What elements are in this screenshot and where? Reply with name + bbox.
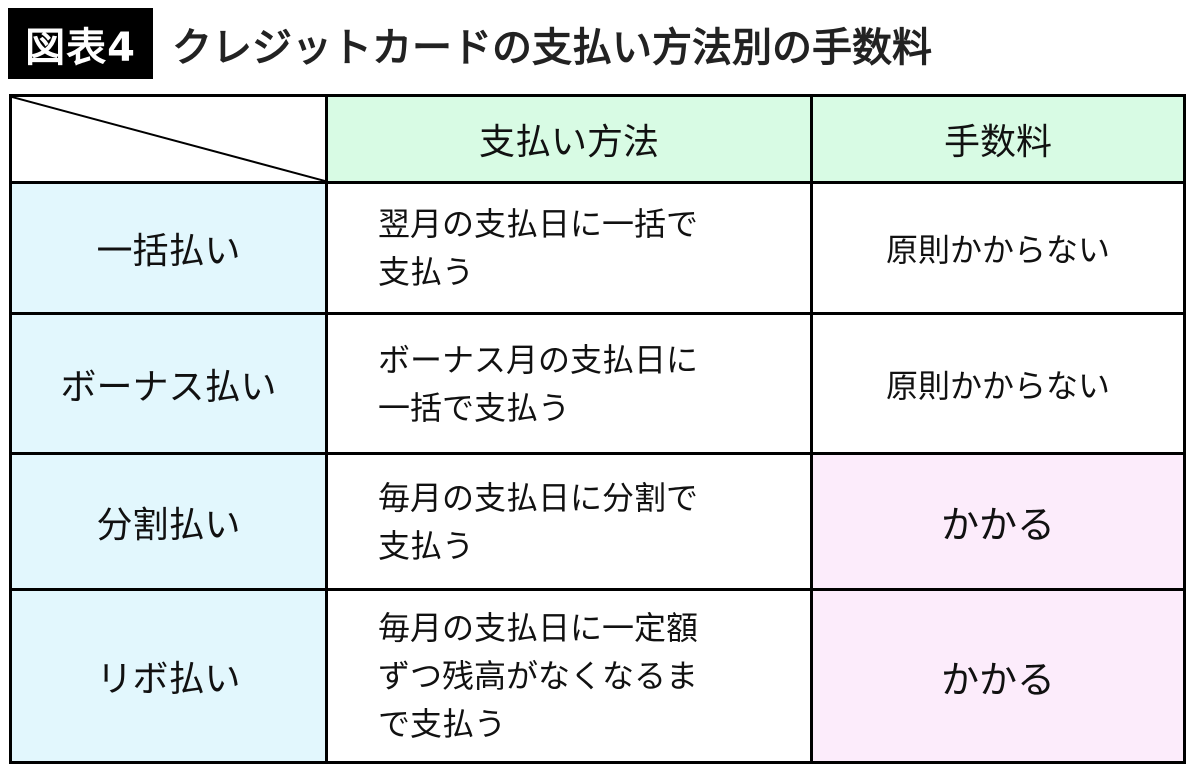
method-line: で支払う: [378, 705, 507, 743]
diagonal-line: [12, 97, 325, 181]
row-fee: 原則かからない: [813, 184, 1183, 315]
figure-label: 図表4: [8, 8, 153, 79]
row-method: ボーナス月の支払日に 一括で支払う: [328, 315, 813, 455]
method-line: ボーナス月の支払日に: [378, 340, 699, 379]
method-line: 一括で支払う: [378, 388, 571, 427]
method-line: 支払う: [378, 526, 475, 565]
fee-table: 支払い方法 手数料 一括払い 翌月の支払日に一括で 支払う 原則かからない ボーナ…: [9, 94, 1186, 764]
method-line: ずつ残高がなくなるま: [378, 657, 699, 695]
row-fee: かかる: [813, 591, 1183, 761]
row-name: リボ払い: [12, 591, 328, 761]
row-name: ボーナス払い: [12, 315, 328, 455]
method-line: 毎月の支払日に分割で: [378, 478, 699, 517]
corner-cell: [12, 97, 328, 184]
row-method: 毎月の支払日に一定額 ずつ残高がなくなるま で支払う: [328, 591, 813, 761]
method-line: 翌月の支払日に一括で: [378, 205, 699, 243]
method-line: 支払う: [378, 253, 475, 291]
row-method: 毎月の支払日に分割で 支払う: [328, 455, 813, 591]
page-title: クレジットカードの支払い方法別の手数料: [172, 25, 932, 71]
row-method: 翌月の支払日に一括で 支払う: [328, 184, 813, 315]
row-fee: かかる: [813, 455, 1183, 591]
method-line: 毎月の支払日に一定額: [378, 609, 699, 647]
row-name: 一括払い: [12, 184, 328, 315]
header-fee: 手数料: [813, 97, 1183, 184]
row-name: 分割払い: [12, 455, 328, 591]
row-fee: 原則かからない: [813, 315, 1183, 455]
header-method: 支払い方法: [328, 97, 813, 184]
